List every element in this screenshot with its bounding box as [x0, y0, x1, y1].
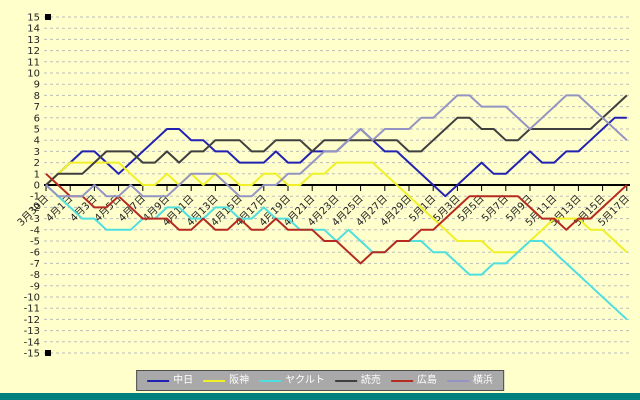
y-tick-label: 0: [34, 181, 40, 192]
line-swatch-hiroshima: [390, 379, 413, 382]
y-tick-label: 8: [34, 91, 40, 102]
line-swatch-chunichi: [147, 379, 170, 382]
series-line-hiroshima: [45, 173, 628, 265]
y-tick-label: 12: [27, 46, 40, 57]
y-tick-label: -4: [30, 225, 40, 236]
legend-item-chunichi: 中日: [147, 374, 193, 387]
legend-label-hiroshima: 広島: [416, 375, 437, 386]
y-tick-label: -8: [30, 270, 40, 281]
y-tick-label: 9: [34, 80, 40, 91]
y-tick-label: 10: [27, 69, 40, 80]
legend-label-hanshin: 阪神: [229, 375, 250, 386]
axis-extent-marker: [45, 350, 51, 356]
y-tick-label: -2: [30, 203, 40, 214]
legend-item-yokohama: 横浜: [446, 374, 493, 387]
y-tick-label: -13: [24, 326, 40, 337]
y-tick-label: 14: [27, 24, 40, 35]
legend-label-yokohama: 横浜: [472, 375, 493, 386]
y-tick-label: -7: [30, 259, 40, 270]
y-tick-label: 3: [34, 147, 40, 158]
legend-item-hanshin: 阪神: [203, 374, 249, 387]
series-line-yomiuri: [45, 94, 628, 186]
y-tick-label: -5: [30, 237, 40, 248]
y-tick-label: -9: [30, 281, 40, 292]
legend-label-chunichi: 中日: [173, 375, 194, 386]
axis-extent-marker: [45, 14, 51, 20]
y-tick-label: 7: [34, 102, 40, 113]
y-tick-label: 6: [34, 113, 40, 124]
y-tick-label: 1: [34, 169, 40, 180]
legend-label-yomiuri: 読売: [360, 375, 381, 386]
y-tick-label: 11: [27, 57, 40, 68]
y-tick-label: 13: [27, 35, 40, 46]
legend-label-yakult: ヤクルト: [285, 375, 325, 386]
legend-item-hiroshima: 広島: [390, 374, 437, 387]
y-tick-label: 4: [34, 136, 40, 147]
y-tick-label: 15: [27, 13, 40, 24]
line-swatch-yakult: [259, 379, 282, 382]
series-line-yokohama: [45, 94, 628, 198]
y-tick-label: 2: [34, 158, 40, 169]
y-tick-label: -6: [30, 248, 40, 259]
chart-legend: 中日 阪神 ヤクルト 読売 広島 横浜: [136, 370, 504, 391]
legend-item-yomiuri: 読売: [334, 374, 381, 387]
y-tick-label: -14: [24, 337, 40, 348]
line-swatch-hanshin: [203, 379, 226, 382]
line-swatch-yomiuri: [334, 379, 357, 382]
y-tick-label: -10: [24, 293, 40, 304]
y-tick-label: -15: [24, 349, 40, 360]
y-tick-label: -12: [24, 315, 40, 326]
y-tick-label: -3: [30, 214, 40, 225]
legend-item-yakult: ヤクルト: [259, 374, 325, 387]
y-tick-label: -1: [30, 192, 40, 203]
window-bottom-edge: [0, 393, 640, 400]
line-swatch-yokohama: [446, 379, 469, 382]
y-tick-label: -11: [24, 304, 40, 315]
y-tick-label: 5: [34, 125, 40, 136]
